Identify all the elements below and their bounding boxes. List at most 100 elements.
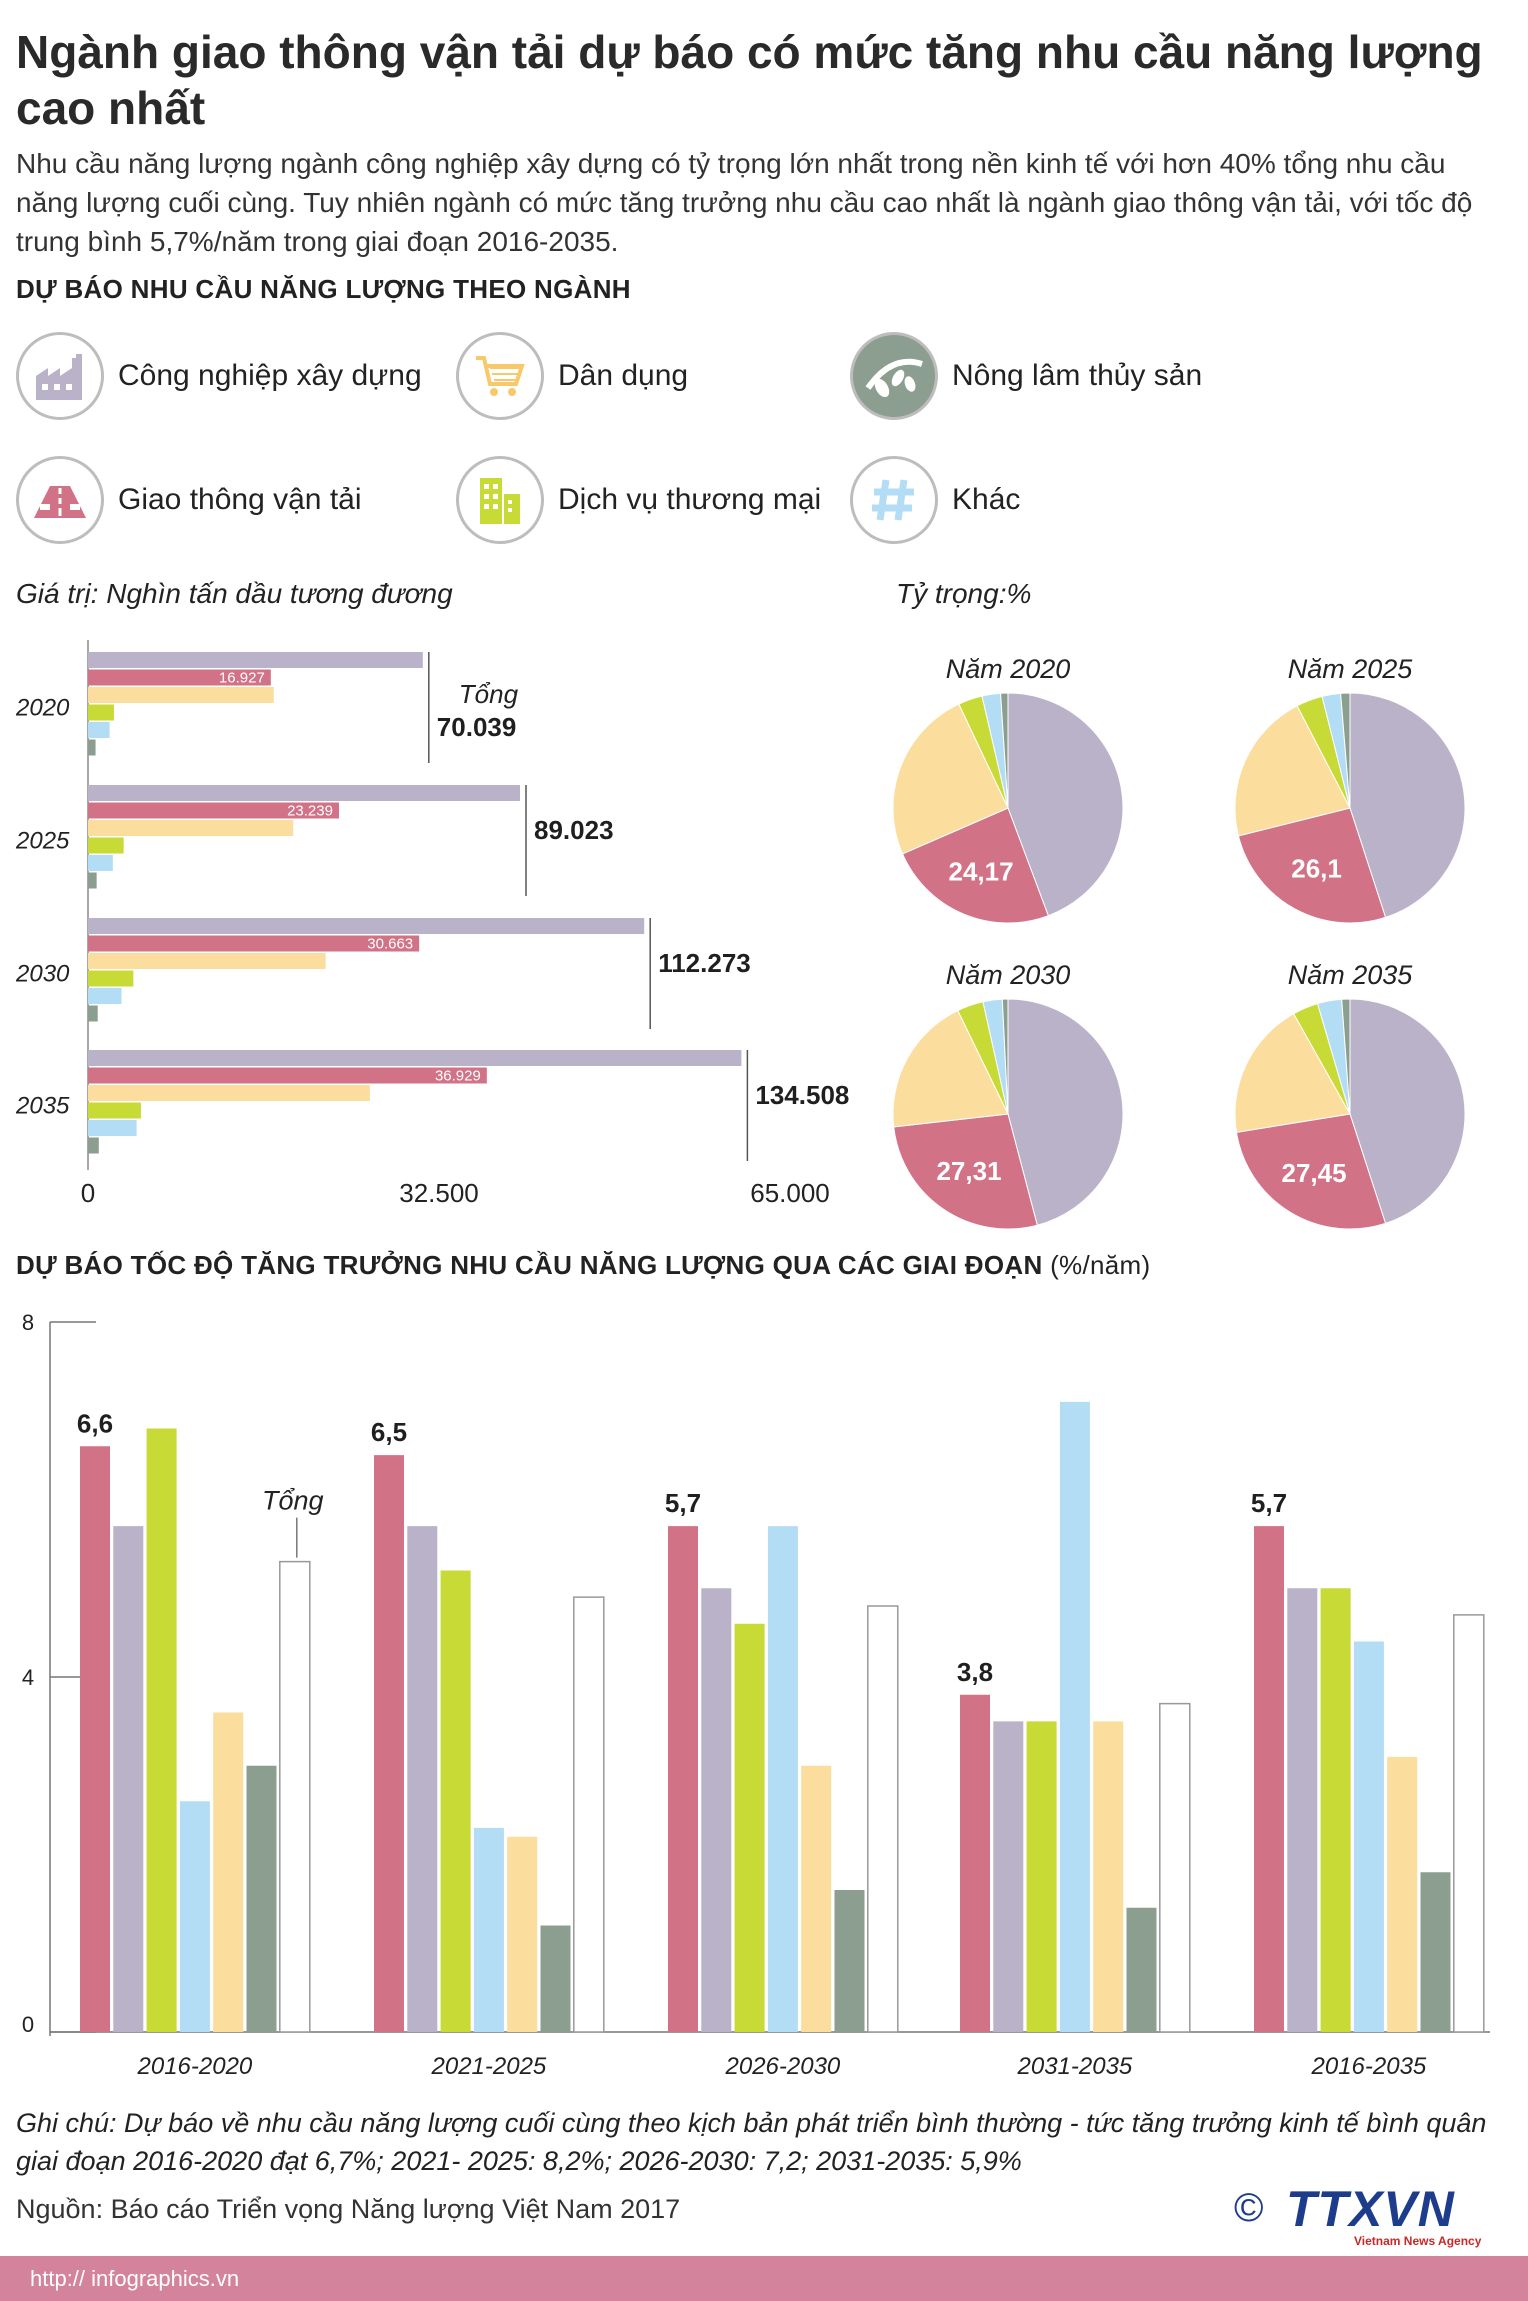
bar-value-label: 36.929 bbox=[435, 1068, 481, 1085]
bar-2025-3 bbox=[88, 837, 124, 854]
page-title: Ngành giao thông vận tải dự báo có mức t… bbox=[16, 26, 1483, 134]
growth-bar-2016-2035-0 bbox=[1254, 1526, 1284, 2032]
hash-icon bbox=[850, 456, 938, 544]
bar-2030-3 bbox=[88, 970, 134, 987]
source-text: Nguồn: Báo cáo Triển vọng Năng lượng Việ… bbox=[16, 2194, 681, 2224]
total-value: 70.039 bbox=[437, 712, 517, 742]
growth-bar-2031-2035-3 bbox=[1059, 1401, 1090, 2032]
bar-2030-2 bbox=[88, 953, 326, 969]
growth-bar-2021-2025-6 bbox=[573, 1596, 605, 2033]
growth-bar-2026-2030-6 bbox=[867, 1605, 899, 2033]
growth-bar-2016-2035-1 bbox=[1287, 1588, 1318, 2032]
legend-giao-thong: Giao thông vận tải bbox=[16, 450, 362, 550]
bar-2020-5 bbox=[88, 739, 96, 756]
pie-slice-5 bbox=[1000, 692, 1009, 809]
legend-nong-lam: Nông lâm thủy sản bbox=[850, 326, 1202, 426]
pie-slice-1 bbox=[901, 807, 1049, 924]
footnote: Ghi chú: Dự báo về nhu cầu năng lượng cu… bbox=[16, 2108, 1487, 2176]
x-tick-label: 32.500 bbox=[399, 1178, 479, 1208]
bar-2030-5 bbox=[88, 1005, 98, 1022]
bar-2030-0 bbox=[88, 918, 645, 934]
logo-name: TTXVN bbox=[1286, 2181, 1455, 2237]
pie-title: Năm 2035 bbox=[1288, 960, 1414, 990]
bar-2035-3 bbox=[88, 1102, 141, 1119]
period-label: 2021-2025 bbox=[431, 2053, 547, 2080]
pie-slice-2 bbox=[1234, 705, 1351, 837]
bar-2030-4 bbox=[88, 988, 122, 1004]
bar-2035-1 bbox=[88, 1067, 487, 1084]
growth-bar-2016-2020-0 bbox=[80, 1446, 110, 2032]
pie-slice-5 bbox=[1340, 692, 1351, 809]
growth-bar-2016-2035-2 bbox=[1320, 1588, 1351, 2032]
leaves-icon bbox=[850, 332, 938, 420]
total-caption: Tổng bbox=[459, 679, 519, 709]
factory-icon bbox=[16, 332, 104, 420]
total-value: 134.508 bbox=[755, 1080, 849, 1110]
intro-paragraph: Nhu cầu năng lượng ngành công nghiệp xây… bbox=[16, 148, 1473, 257]
bar-2020-2 bbox=[88, 687, 274, 703]
total-value: 112.273 bbox=[658, 948, 751, 978]
growth-value-label: 5,7 bbox=[1251, 1488, 1287, 1518]
pie-slice-2 bbox=[892, 1009, 1009, 1128]
bar-2035-0 bbox=[88, 1050, 742, 1066]
pie-slice-5 bbox=[1341, 998, 1351, 1115]
vertical-bar-chart: 0 4 8 6,6 2016-2020 6,5 2021-2025 5,7 2026-2030 3… bbox=[22, 1310, 1490, 2080]
bar-value-label: 16.927 bbox=[219, 670, 265, 687]
bar-chart-unit-label: Giá trị: Nghìn tấn dầu tương đương bbox=[16, 578, 453, 609]
x-tick-label: 0 bbox=[81, 1178, 95, 1208]
period-label: 2026-2030 bbox=[725, 2053, 841, 2080]
bar-value-label: 23.239 bbox=[287, 803, 333, 820]
pie-slice-0 bbox=[1349, 692, 1466, 919]
category-label: 2035 bbox=[15, 1093, 70, 1120]
section-demand-heading: DỰ BÁO NHU CẦU NĂNG LƯỢNG THEO NGÀNH bbox=[16, 274, 631, 304]
legend-cong-nghiep: Công nghiệp xây dựng bbox=[16, 326, 422, 426]
legend-label: Nông lâm thủy sản bbox=[952, 359, 1203, 392]
growth-bar-2021-2025-5 bbox=[540, 1925, 571, 2032]
ttxvn-logo: © TTXVN Vietnam News Agency bbox=[1234, 2180, 1514, 2250]
category-label: 2020 bbox=[15, 695, 70, 722]
bar-2020-0 bbox=[88, 652, 423, 668]
footer-url: http:// infographics.vn bbox=[30, 2266, 240, 2291]
bar-value-label: 30.663 bbox=[367, 936, 413, 953]
legend-dan-dung: Dân dụng bbox=[456, 326, 688, 426]
growth-value-label: 3,8 bbox=[957, 1657, 993, 1687]
legend-label: Giao thông vận tải bbox=[118, 483, 362, 516]
bar-2025-1 bbox=[88, 802, 339, 819]
bar-2025-5 bbox=[88, 872, 97, 889]
growth-bar-2021-2025-4 bbox=[507, 1836, 538, 2032]
pie-slice-1 bbox=[1237, 807, 1387, 924]
growth-bar-2031-2035-6 bbox=[1159, 1702, 1191, 2033]
growth-bar-2021-2025-3 bbox=[473, 1827, 504, 2032]
growth-bar-2026-2030-0 bbox=[668, 1526, 698, 2032]
bar-2020-1 bbox=[88, 669, 271, 686]
road-icon bbox=[16, 456, 104, 544]
y-tick-label: 0 bbox=[22, 2012, 34, 2037]
section-growth-title: DỰ BÁO TỐC ĐỘ TĂNG TRƯỞNG NHU CẦU NĂNG L… bbox=[16, 1250, 1043, 1280]
legend-dich-vu: Dịch vụ thương mại bbox=[456, 450, 821, 550]
pie-chart-unit-label: Tỷ trọng:% bbox=[896, 578, 1032, 609]
pie-slice-5 bbox=[1001, 998, 1009, 1115]
growth-bar-2031-2035-5 bbox=[1126, 1907, 1157, 2032]
growth-bar-2031-2035-2 bbox=[1026, 1721, 1057, 2032]
pie-charts: Năm 2020 24,17 Năm 2025 26,1 Năm 2030 27,31 Nă… bbox=[892, 654, 1466, 1230]
period-label: 2016-2035 bbox=[1311, 2053, 1427, 2080]
period-label: 2031-2035 bbox=[1017, 2053, 1133, 2080]
pie-transport-label: 24,17 bbox=[949, 857, 1014, 887]
pie-title: Năm 2030 bbox=[946, 960, 1071, 990]
growth-value-label: 5,7 bbox=[665, 1488, 701, 1518]
bar-2035-2 bbox=[88, 1085, 370, 1101]
growth-bar-2016-2020-3 bbox=[179, 1801, 210, 2032]
bar-2020-4 bbox=[88, 722, 110, 738]
growth-bar-2016-2035-5 bbox=[1420, 1872, 1451, 2032]
y-tick-label: 8 bbox=[22, 1310, 34, 1335]
pie-title: Năm 2020 bbox=[946, 654, 1071, 684]
growth-bar-2016-2020-4 bbox=[213, 1712, 244, 2032]
growth-bar-2016-2035-3 bbox=[1353, 1641, 1384, 2032]
total-value: 89.023 bbox=[534, 815, 614, 845]
total-callout-label: Tổng bbox=[262, 1486, 324, 1516]
pie-slice-1 bbox=[893, 1113, 1038, 1230]
pie-slice-0 bbox=[1349, 998, 1466, 1225]
copyright-icon: © bbox=[1234, 2186, 1264, 2230]
growth-bar-2016-2035-6 bbox=[1453, 1614, 1485, 2033]
